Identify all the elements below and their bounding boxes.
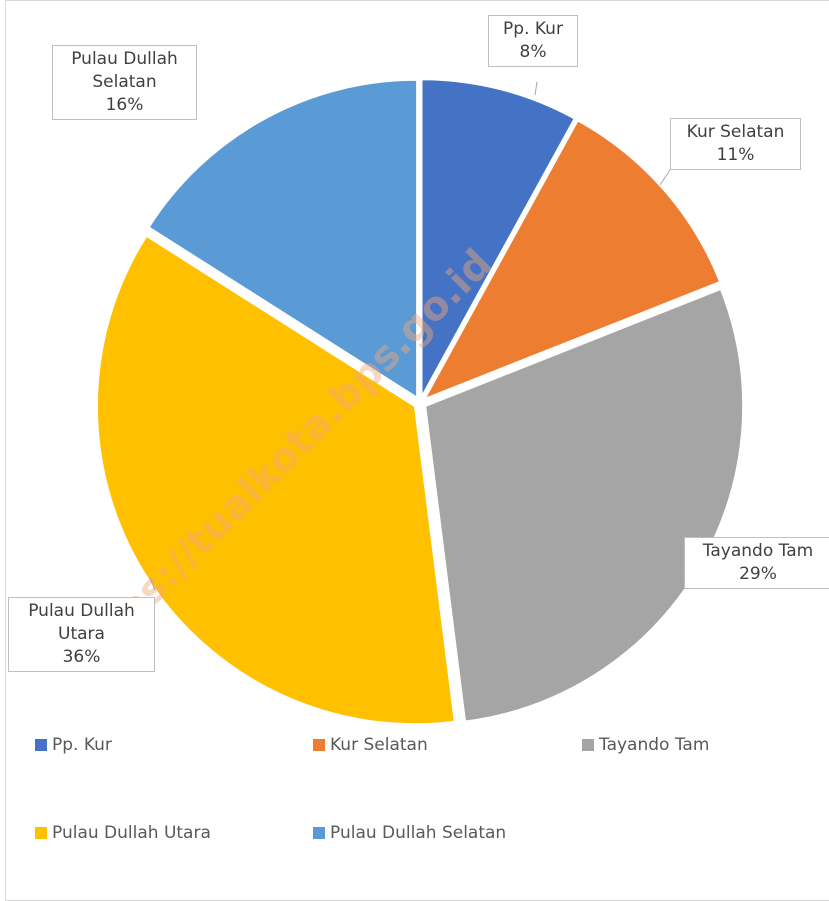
- legend-label: Pulau Dullah Selatan: [330, 823, 507, 843]
- legend-item: Pulau Dullah Selatan: [313, 823, 506, 843]
- legend-swatch: [582, 739, 594, 751]
- label-value: 8%: [519, 42, 547, 62]
- legend-item: Kur Selatan: [313, 735, 428, 755]
- data-label: Pp. Kur 8%: [488, 15, 578, 67]
- data-label: Pulau Dullah Selatan 16%: [52, 45, 197, 120]
- legend-swatch: [35, 739, 47, 751]
- data-label: Kur Selatan 11%: [670, 118, 801, 170]
- legend-item: Pp. Kur: [35, 735, 112, 755]
- pie-slice: [147, 78, 419, 400]
- legend-swatch: [313, 739, 325, 751]
- pie-slice: [95, 234, 456, 726]
- label-value: 16%: [105, 95, 144, 115]
- legend-label: Pp. Kur: [52, 735, 112, 755]
- label-name: Tayando Tam: [702, 541, 814, 561]
- leader-line: [534, 81, 538, 96]
- label-value: 29%: [739, 564, 777, 584]
- legend-item: Tayando Tam: [582, 735, 709, 755]
- legend-swatch: [35, 827, 47, 839]
- label-name: Pp. Kur: [503, 19, 563, 39]
- leader-line: [659, 169, 671, 186]
- label-value: 11%: [716, 145, 755, 165]
- leader-line: [149, 577, 156, 591]
- pie-slice: [420, 78, 577, 398]
- legend-label: Kur Selatan: [330, 735, 428, 755]
- legend-item: Pulau Dullah Utara: [35, 823, 211, 843]
- label-name: Pulau Dullah Utara: [28, 601, 135, 644]
- label-name: Kur Selatan: [686, 122, 785, 142]
- data-label: Pulau Dullah Utara 36%: [8, 597, 155, 672]
- legend-label: Tayando Tam: [599, 735, 710, 755]
- legend-label: Pulau Dullah Utara: [52, 823, 211, 843]
- legend-swatch: [313, 827, 325, 839]
- data-label: Tayando Tam 29%: [684, 537, 829, 589]
- label-name: Pulau Dullah Selatan: [71, 49, 178, 92]
- pie-slice: [422, 119, 722, 401]
- label-value: 36%: [62, 647, 101, 667]
